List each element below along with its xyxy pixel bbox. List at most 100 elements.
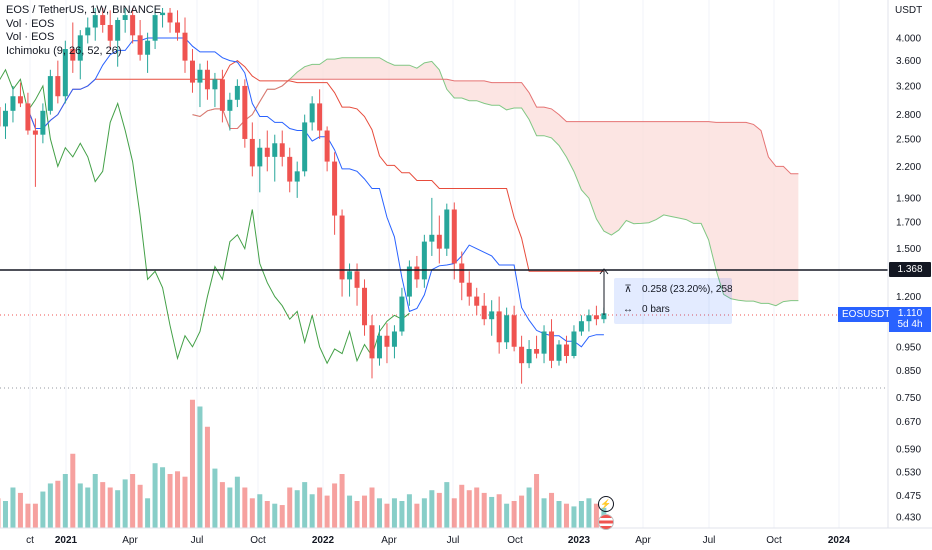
candle-body: [384, 335, 390, 347]
candle: [55, 60, 61, 104]
candle: [189, 49, 195, 93]
candle: [481, 293, 487, 326]
candle: [160, 7, 166, 28]
candle-body: [429, 234, 435, 242]
candle-body: [234, 85, 240, 100]
candle-body: [317, 103, 323, 131]
legend-ichimoku[interactable]: Ichimoku (9, 26, 52, 26): [6, 44, 122, 57]
candle-body: [339, 215, 345, 280]
candle: [227, 92, 233, 131]
candle: [451, 202, 457, 280]
volume-bar: [25, 503, 31, 528]
volume-bar: [526, 487, 532, 528]
volume-bar: [451, 498, 457, 528]
volume-bar: [70, 453, 76, 528]
candle: [137, 19, 143, 61]
volume-bar: [212, 468, 218, 528]
time-tick-label: Oct: [766, 535, 782, 546]
volume-bar: [130, 474, 136, 528]
candle-body: [399, 296, 405, 332]
volume-bar: [100, 482, 106, 528]
volume-bar: [519, 495, 525, 528]
volume-bar: [586, 498, 592, 528]
volume-bar: [234, 476, 240, 528]
volume-bar: [406, 494, 412, 528]
volume-bar: [376, 498, 382, 528]
candle: [406, 260, 412, 306]
price-tick-label: 0.475: [896, 491, 921, 502]
volume-bar: [556, 501, 562, 528]
legend-volume-1[interactable]: Vol · EOS: [6, 17, 55, 30]
volume-bar: [160, 467, 166, 528]
candle-body: [10, 96, 16, 111]
price-tick-label: 0.530: [896, 468, 921, 479]
candle: [242, 79, 248, 148]
volume-bar: [414, 503, 420, 528]
candle-body: [541, 331, 547, 354]
symbol-price-label: EOSUSDT: [838, 307, 895, 322]
time-tick-label: Oct: [507, 535, 523, 546]
candle: [436, 215, 442, 264]
us-flag-icon[interactable]: [598, 514, 614, 530]
volume-bar: [571, 506, 577, 528]
time-tick-label: Jul: [703, 535, 716, 546]
volume-bar: [339, 474, 345, 528]
volume-bar: [294, 490, 300, 528]
candle-body: [107, 24, 113, 41]
candle: [399, 287, 405, 336]
time-tick-label: 2024: [828, 535, 851, 546]
candle-body: [85, 27, 91, 36]
time-axis[interactable]: ct 2021 Apr Jul Oct 2022 Apr Jul Oct 2023 Apr Jul Oc…: [0, 527, 932, 546]
candle-body: [369, 325, 375, 359]
time-tick-label: Jul: [191, 535, 204, 546]
candle: [257, 138, 263, 193]
candle-body: [519, 346, 525, 364]
candle-body: [137, 35, 143, 55]
legend-symbol[interactable]: EOS / TetherUS, 1W, BINANCE: [6, 4, 162, 16]
price-tick-label: 0.670: [896, 417, 921, 428]
price-tick-label: 2.200: [896, 162, 921, 173]
volume-bar: [17, 492, 23, 528]
candle-body: [324, 130, 330, 162]
volume-bar: [563, 503, 569, 528]
volume-bar: [279, 505, 285, 528]
volume-bar: [0, 498, 1, 528]
volume-bar: [197, 406, 203, 528]
candle-body: [504, 315, 510, 343]
candle: [339, 209, 345, 297]
ichimoku-cloud: [192, 57, 799, 307]
candle: [347, 263, 353, 297]
time-tick-label: Apr: [635, 535, 651, 546]
candle: [204, 60, 210, 100]
candle: [489, 300, 495, 336]
candle: [444, 203, 450, 256]
candle: [309, 96, 315, 131]
candle-body: [362, 287, 368, 326]
axis-currency: USDT: [895, 5, 923, 16]
volume-bar: [257, 494, 263, 528]
volume-bar: [55, 480, 61, 528]
candle-body: [272, 143, 278, 157]
volume-bar: [549, 492, 555, 528]
price-axis[interactable]: 4.000 3.600 3.200 2.800 2.500 2.200 1.900 1.700…: [887, 0, 921, 528]
candle-body: [294, 171, 300, 182]
volume-bar: [287, 487, 293, 528]
volume-bar: [122, 479, 128, 528]
last-price-label: 1.110 5d 4h: [889, 307, 931, 332]
candle-body: [145, 40, 151, 55]
candle: [197, 63, 203, 108]
candle: [586, 309, 592, 332]
candle: [459, 251, 465, 301]
lightning-icon[interactable]: ⚡: [598, 496, 614, 512]
measure-arrow[interactable]: [599, 268, 609, 315]
volume-bar: [481, 492, 487, 528]
candle: [182, 17, 188, 73]
legend-volume-2[interactable]: Vol · EOS: [6, 31, 55, 43]
ichimoku-base-line: [27, 59, 604, 272]
volume-bar: [309, 494, 315, 528]
candle-body: [40, 110, 46, 135]
volume-bar: [496, 494, 502, 528]
candle-body: [189, 60, 195, 83]
candle: [384, 323, 390, 364]
